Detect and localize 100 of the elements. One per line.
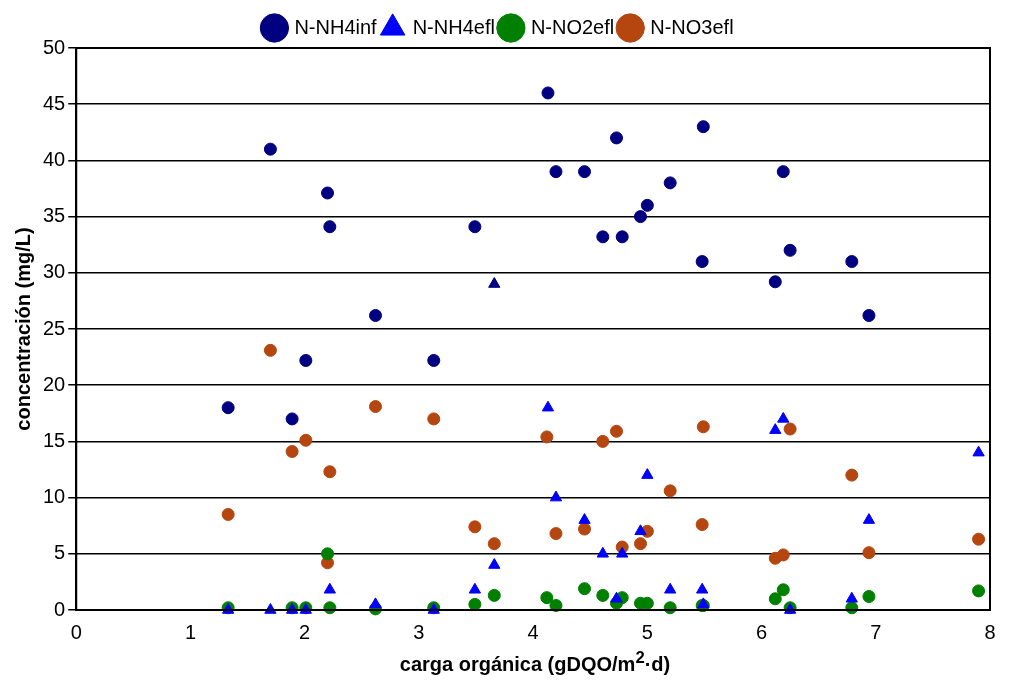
point: [596, 546, 609, 558]
x-tick-label: 2: [299, 620, 311, 643]
x-tick-label: 7: [870, 620, 882, 643]
point: [663, 484, 677, 498]
point: [845, 591, 858, 603]
point: [369, 309, 382, 323]
point: [369, 597, 382, 609]
point: [663, 176, 677, 190]
point: [285, 412, 299, 426]
point: [427, 412, 441, 426]
y-tick-label: 40: [43, 147, 66, 170]
point: [549, 527, 563, 541]
point: [768, 275, 782, 289]
point: [862, 590, 876, 604]
point: [696, 120, 710, 134]
point: [641, 468, 654, 479]
x-tick-label: 6: [756, 620, 768, 643]
point: [696, 582, 709, 594]
point: [488, 277, 501, 288]
point: [549, 165, 563, 179]
y-tick-label: 45: [43, 91, 66, 114]
point: [862, 546, 876, 560]
y-axis-title: concentración (mg/L): [11, 227, 34, 431]
point: [578, 165, 592, 179]
point: [845, 255, 859, 269]
y-tick-label: 0: [54, 597, 66, 620]
point: [696, 420, 710, 434]
point: [972, 532, 986, 546]
point: [695, 518, 709, 532]
point: [578, 522, 592, 536]
point: [468, 582, 481, 594]
point: [541, 86, 555, 100]
point: [541, 400, 555, 412]
point: [972, 445, 985, 457]
point: [323, 582, 336, 594]
x-tick-label: 3: [413, 620, 425, 643]
point: [487, 588, 501, 602]
point: [263, 142, 277, 156]
point: [972, 584, 986, 598]
point: [633, 210, 647, 224]
point: [610, 131, 623, 145]
point: [596, 230, 610, 244]
point: [596, 434, 610, 448]
y-tick-label: 15: [43, 428, 66, 451]
point: [468, 520, 482, 534]
legend-label: N-NH4inf: [294, 15, 378, 38]
point: [776, 583, 790, 597]
point: [540, 591, 554, 605]
point: [427, 353, 441, 367]
point: [487, 537, 501, 551]
point: [578, 513, 591, 524]
point: [468, 220, 482, 234]
point: [783, 243, 797, 257]
point: [221, 507, 235, 521]
x-tick-label: 0: [70, 620, 82, 643]
x-axis-title: carga orgánica (gDQO/m$^{2}$·d): [398, 648, 672, 676]
point: [633, 537, 647, 551]
point: [468, 597, 482, 611]
point: [369, 400, 382, 414]
point: [321, 186, 335, 200]
point: [776, 548, 790, 562]
point: [664, 582, 677, 594]
point: [695, 255, 709, 269]
y-tick-label: 20: [43, 372, 66, 395]
legend-label: N-NO3efl: [650, 15, 734, 38]
point: [263, 343, 277, 357]
point: [845, 468, 859, 482]
y-tick-label: 50: [43, 35, 66, 58]
point: [578, 582, 592, 596]
point: [549, 490, 563, 502]
point: [323, 465, 337, 479]
legend-label: N-NO2efl: [530, 15, 615, 38]
point: [610, 591, 623, 603]
point: [488, 558, 501, 569]
y-tick-label: 5: [54, 541, 66, 564]
y-tick-label: 10: [43, 485, 66, 508]
point: [540, 430, 554, 444]
point: [776, 165, 790, 179]
point: [615, 230, 629, 244]
point: [768, 592, 782, 606]
x-tick-label: 1: [184, 620, 197, 643]
x-tick-label: 8: [984, 620, 996, 643]
point: [769, 423, 782, 434]
legend-label: N-NH4efl: [412, 15, 495, 38]
point: [783, 422, 797, 436]
point: [596, 588, 610, 602]
point: [616, 546, 629, 558]
point: [299, 433, 313, 447]
point: [610, 424, 623, 438]
point: [634, 524, 647, 536]
point: [321, 547, 335, 561]
y-tick-label: 35: [43, 204, 66, 227]
x-tick-label: 4: [527, 620, 539, 643]
point: [640, 198, 654, 212]
x-tick-label: 5: [641, 620, 653, 643]
y-tick-label: 30: [43, 260, 66, 283]
point: [862, 309, 876, 323]
point: [221, 401, 235, 415]
point: [285, 445, 299, 459]
point: [777, 411, 790, 423]
